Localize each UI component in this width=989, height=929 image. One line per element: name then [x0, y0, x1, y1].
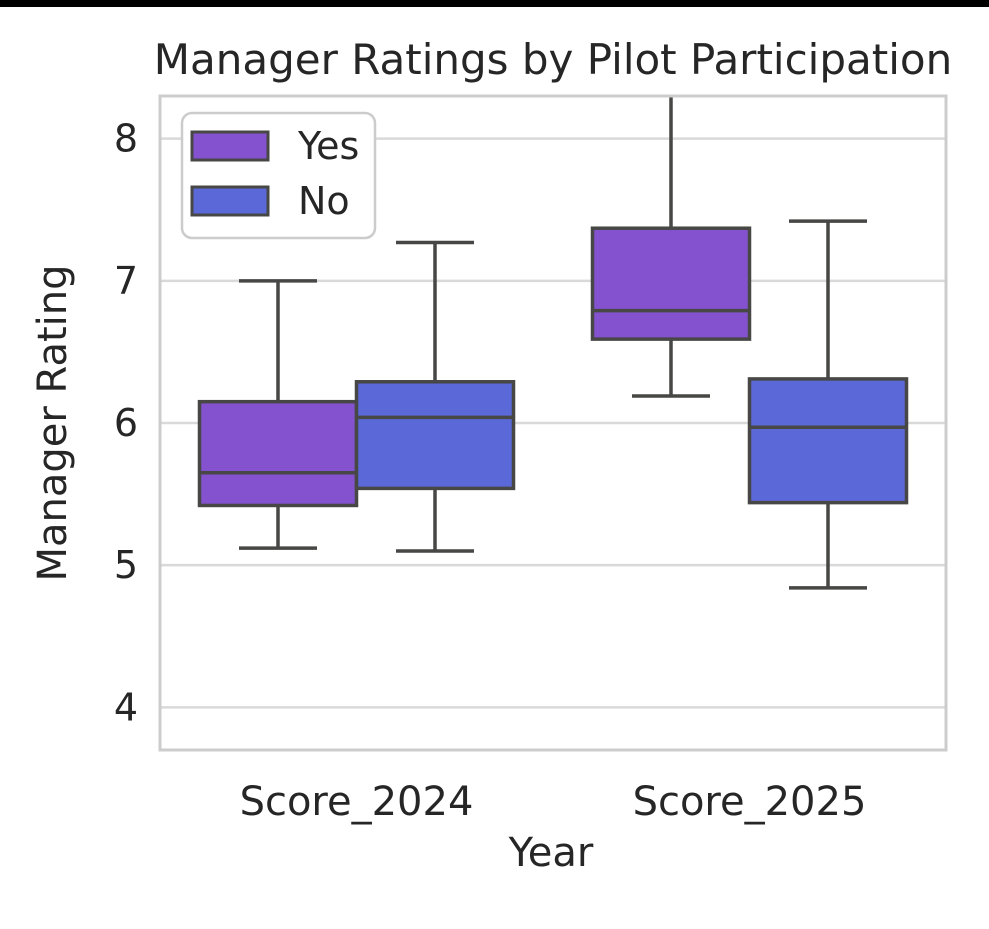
legend-swatch-no: [190, 185, 270, 217]
y-tick-label: 6: [114, 401, 138, 445]
plot-frame: [158, 94, 948, 752]
box-yes-score_2025: [590, 226, 752, 341]
y-axis-label: Manager Rating: [30, 264, 76, 581]
legend: Yes No: [180, 111, 377, 240]
box-no-score_2024: [354, 380, 516, 491]
x-tick-label: Score_2025: [633, 779, 867, 825]
legend-label-yes: Yes: [297, 124, 359, 168]
x-axis-label: Year: [508, 830, 594, 876]
legend-label-no: No: [298, 179, 350, 223]
plot-area: 8 7 6 5 4 Score_2024 Score_2025: [114, 94, 948, 825]
chart-title: Manager Ratings by Pilot Participation: [154, 35, 952, 84]
x-tick-label: Score_2024: [240, 779, 474, 825]
y-tick-label: 5: [114, 543, 138, 587]
box-yes-score_2024: [197, 399, 359, 508]
top-bar: [0, 0, 989, 7]
box-no-score_2025: [747, 377, 909, 505]
y-tick-label: 4: [114, 685, 138, 729]
legend-swatch-yes: [190, 130, 270, 162]
y-tick-label: 7: [114, 259, 138, 303]
y-tick-label: 8: [114, 117, 138, 161]
